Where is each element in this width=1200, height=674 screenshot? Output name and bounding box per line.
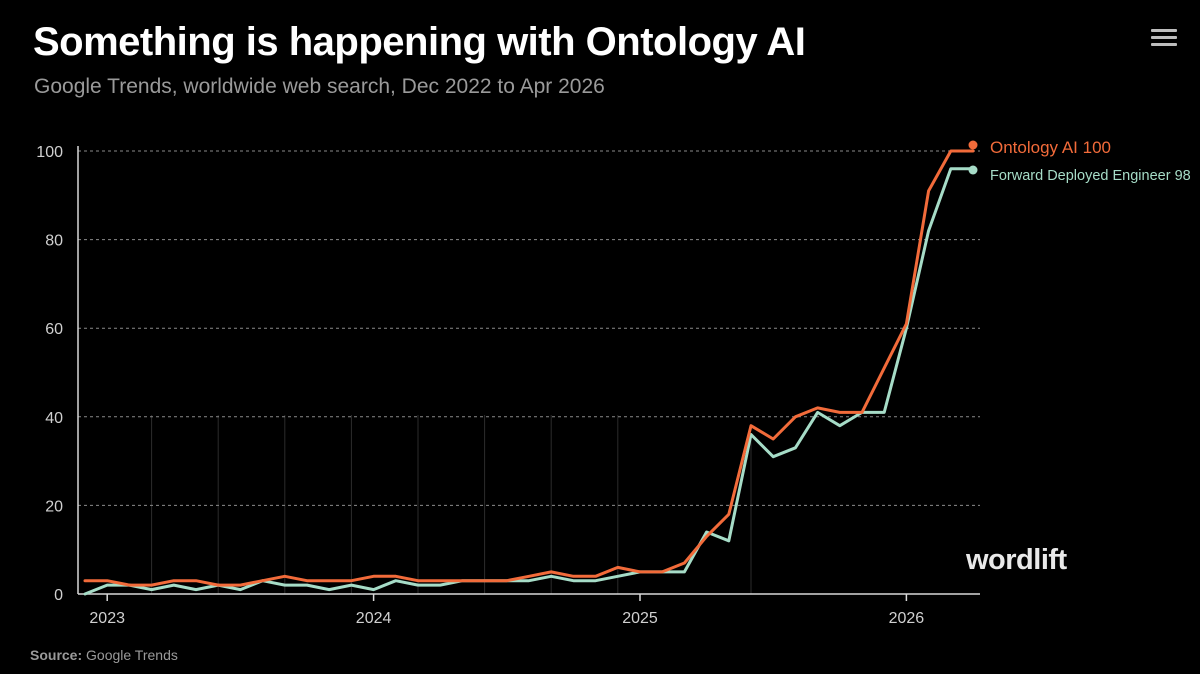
series-line-forward-deployed-engineer [83, 167, 975, 596]
chart-title: Something is happening with Ontology AI [33, 20, 806, 64]
x-tick-label: 2023 [89, 610, 125, 627]
x-tick-label: 2024 [356, 610, 392, 627]
x-tick-label: 2026 [889, 610, 925, 627]
series-end-marker [968, 140, 978, 150]
y-tick-label: 100 [36, 144, 63, 161]
y-tick-label: 80 [45, 233, 63, 250]
series-end-label: Forward Deployed Engineer 98 [990, 168, 1191, 184]
y-tick-label: 20 [45, 498, 63, 515]
series-end-label: Ontology AI 100 [990, 138, 1111, 157]
series-end-marker [968, 165, 978, 175]
menu-bar [1151, 29, 1177, 32]
x-tick-label: 2025 [622, 610, 658, 627]
hamburger-menu-icon[interactable] [1149, 26, 1179, 56]
menu-bar [1151, 43, 1177, 46]
source-text: Google Trends [82, 647, 178, 663]
source-label: Source: [30, 647, 83, 663]
series-line-ontology-ai [83, 149, 975, 587]
y-tick-label: 0 [54, 587, 63, 604]
source-note: Source: Google Trends [30, 647, 178, 663]
menu-bar [1151, 36, 1177, 39]
y-tick-label: 60 [45, 321, 63, 338]
wordlift-logo: wordlift [966, 544, 1067, 576]
chart-subtitle: Google Trends, worldwide web search, Dec… [34, 75, 605, 98]
y-tick-label: 40 [45, 410, 63, 427]
